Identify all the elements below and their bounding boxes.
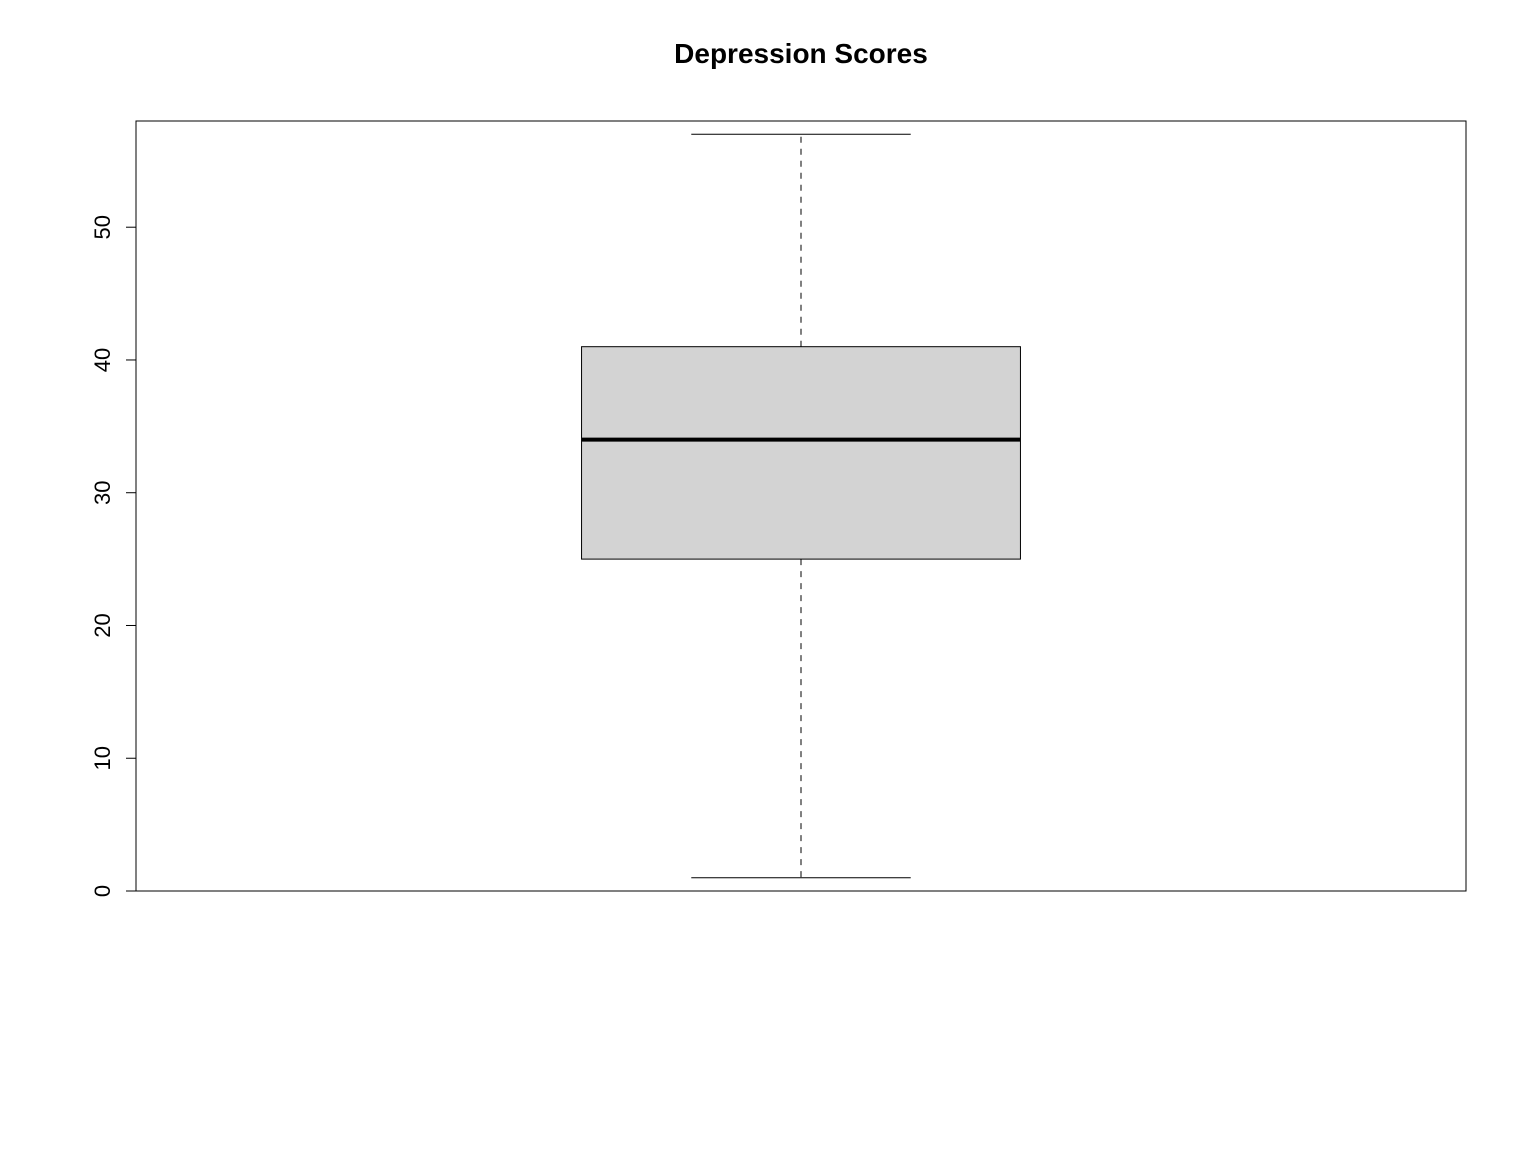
y-tick-label: 30 [90, 480, 115, 504]
y-tick-label: 10 [90, 746, 115, 770]
box-iqr [582, 347, 1021, 559]
chart-title: Depression Scores [674, 38, 928, 69]
chart-stage: Depression Scores 0 10 20 30 40 50 [0, 0, 1536, 1152]
y-tick-label: 40 [90, 348, 115, 372]
boxplot-svg: Depression Scores 0 10 20 30 40 50 [0, 0, 1536, 1152]
y-tick-label: 0 [90, 885, 115, 897]
y-tick-label: 50 [90, 215, 115, 239]
y-tick-label: 20 [90, 613, 115, 637]
canvas-bg [0, 0, 1536, 1152]
